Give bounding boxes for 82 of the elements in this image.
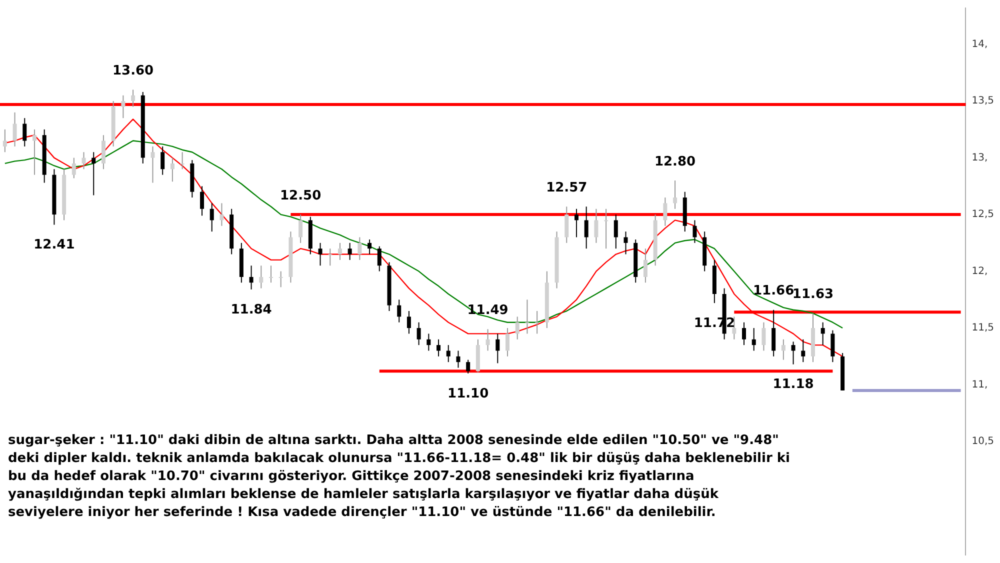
- candlestick: [377, 246, 382, 272]
- candlestick: [101, 134, 106, 170]
- candlestick: [830, 330, 835, 363]
- candlestick: [318, 242, 322, 266]
- y-tick-label: 11,5: [972, 322, 994, 334]
- candlestick: [486, 328, 490, 352]
- annotation: 11.63: [792, 287, 834, 302]
- y-tick-label: 13,5: [972, 96, 994, 107]
- annotation: 11.66: [753, 284, 794, 299]
- annotation: 11.18: [772, 377, 814, 392]
- candlestick: [692, 220, 697, 244]
- candlestick: [220, 202, 224, 226]
- candlestick: [328, 248, 332, 266]
- candlestick: [406, 310, 411, 334]
- candlestick: [643, 248, 648, 284]
- candlestick: [92, 152, 96, 196]
- candlestick: [268, 265, 273, 284]
- candlestick: [791, 341, 796, 365]
- annotation: 12.57: [546, 180, 588, 196]
- candlestick: [752, 328, 756, 352]
- candlestick: [535, 310, 540, 334]
- candlestick: [742, 322, 746, 346]
- annotation: 12.50: [280, 188, 322, 204]
- annotation: sugar-şeker : "11.10" daki dibin de altına sarktı. Daha altta 2008 senesinde elde edilen "10.50" ve "9.48" deki dipler kaldı. teknik anlamda bakılacak olunursa "11.66-11.18= 0.48" lik bir düşüş daha beklenebilir ki bu da hedef olarak "10.70" civarını gösteriyor. Gittikçe 2007-2008 senesindeki kriz fiyatlarına yanaşıldığından tepki alımları beklense de hamleler satışlarla karşılaşıyor ve fiyatlar daha düşük seviyelere iniyor her seferinde ! Kısa vadede dirençler "11.10" ve üstünde "11.66" da denilebilir.: [8, 432, 792, 522]
- candlestick: [820, 322, 825, 346]
- candlestick: [574, 208, 578, 238]
- candlestick: [446, 344, 450, 363]
- annotation: 11.84: [230, 302, 272, 318]
- candlestick: [436, 338, 441, 357]
- candlestick: [762, 322, 766, 352]
- candlestick: [525, 299, 530, 334]
- annotation: 12.80: [654, 154, 696, 170]
- candlestick: [515, 316, 520, 340]
- candlestick: [416, 322, 421, 346]
- candlestick: [506, 328, 510, 357]
- candlestick: [160, 146, 165, 176]
- candlestick: [170, 157, 174, 182]
- candlestick: [564, 206, 569, 244]
- candlestick: [298, 214, 303, 244]
- y-tick-label: 10,5: [972, 436, 994, 448]
- candlestick: [131, 89, 136, 108]
- candlestick: [150, 146, 155, 184]
- candlestick: [348, 242, 352, 260]
- candlestick: [12, 112, 17, 147]
- candlestick: [456, 350, 460, 368]
- candlestick: [32, 128, 36, 176]
- candlestick: [259, 265, 264, 289]
- candlestick: [673, 180, 678, 210]
- candlestick: [496, 333, 500, 364]
- candlestick: [82, 152, 86, 170]
- candlestick: [624, 231, 628, 255]
- candlestick: [466, 359, 470, 374]
- candlestick: [801, 338, 806, 363]
- candlestick: [772, 309, 776, 357]
- candlestick: [663, 197, 668, 226]
- candlestick: [368, 239, 372, 255]
- candlestick: [426, 333, 431, 352]
- candlestick: [210, 202, 214, 232]
- y-tick-label: 11,: [972, 379, 988, 390]
- candlestick: [604, 208, 608, 250]
- y-tick-label: 12,: [972, 266, 988, 277]
- candlestick: [614, 214, 618, 250]
- y-tick-label: 14,: [972, 38, 988, 50]
- candlestick: [2, 128, 7, 153]
- annotation: 13.60: [112, 64, 154, 79]
- candlestick: [397, 299, 402, 323]
- candlestick: [249, 265, 254, 290]
- candlestick: [180, 152, 184, 170]
- candlestick: [594, 208, 598, 244]
- y-tick-label: 12,5: [972, 209, 994, 220]
- candlestick: [584, 206, 588, 250]
- candlestick: [278, 270, 283, 288]
- candlestick: [22, 118, 27, 147]
- candlestick: [200, 186, 204, 216]
- candlestick: [72, 157, 76, 179]
- candlestick: [781, 338, 786, 360]
- candlestick: [358, 236, 362, 260]
- candlestick: [338, 242, 342, 260]
- annotation: 12.41: [34, 238, 75, 253]
- candlestick: [121, 94, 126, 119]
- annotation: 11.10: [448, 386, 489, 402]
- y-tick-label: 13,: [972, 152, 988, 164]
